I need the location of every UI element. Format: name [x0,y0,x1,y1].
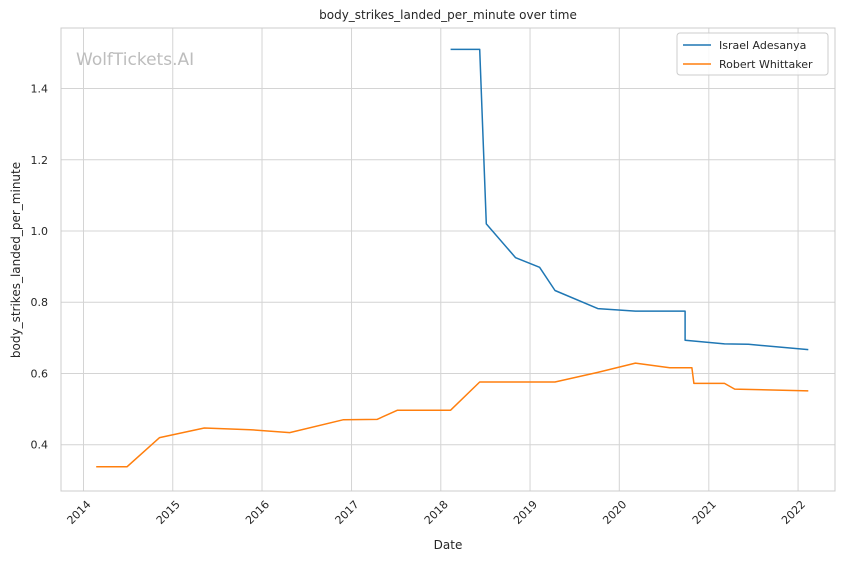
y-tick-label: 0.4 [31,439,49,452]
legend: Israel Adesanya Robert Whittaker [676,32,829,76]
y-axis-label: body_strikes_landed_per_minute [9,162,23,358]
y-tick-label: 0.6 [31,367,49,380]
legend-box [676,32,829,76]
series-line-0 [450,48,809,351]
y-tick-label: 1.0 [31,225,49,238]
series-line-1 [96,362,809,468]
x-axis-label: Date [434,538,463,552]
watermark: WolfTickets.AI [76,50,194,70]
y-axis-ticks: 0.4 0.6 0.8 1.0 1.2 1.4 [31,83,49,452]
y-tick-label: 1.2 [31,154,49,167]
plot-frame [60,27,836,492]
series-lines [96,48,809,468]
legend-label: Israel Adesanya [719,39,806,52]
grid-lines [61,28,835,491]
chart-title: body_strikes_landed_per_minute over time [319,8,577,22]
y-tick-label: 1.4 [31,83,49,96]
legend-label: Robert Whittaker [719,58,813,71]
y-tick-label: 0.8 [31,296,49,309]
